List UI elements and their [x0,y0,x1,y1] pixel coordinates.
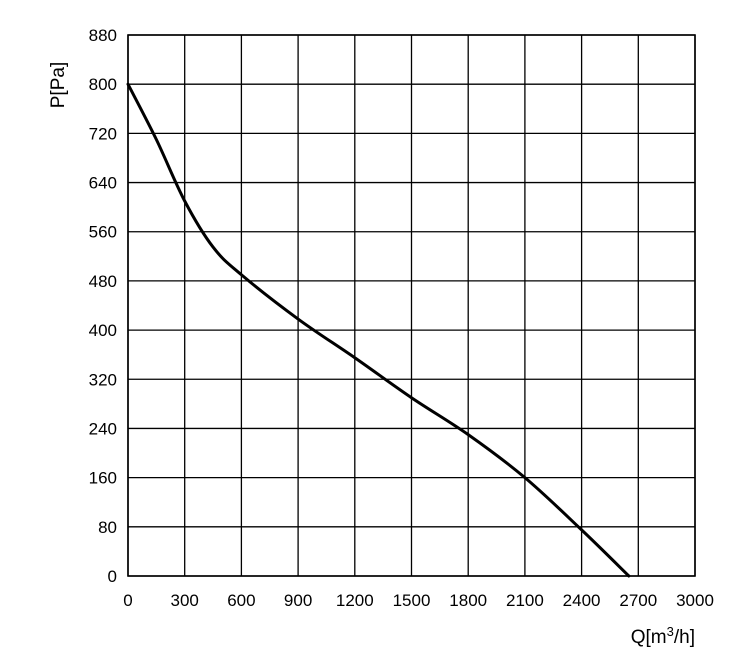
x-axis-label: Q[m3/h] [631,624,695,648]
y-tick-label: 80 [98,518,117,537]
plot-area-frame [127,34,696,577]
y-tick-label: 320 [89,370,117,389]
series-line-0 [126,82,631,578]
y-tick-label: 560 [89,223,117,242]
y-tick-label: 0 [108,567,117,586]
x-tick-label: 3000 [676,591,714,610]
y-tick-label: 400 [89,321,117,340]
x-tick-label: 2700 [619,591,657,610]
y-tick-label: 480 [89,272,117,291]
y-tick-labels: 0 80 160 240 320 400 480 560 640 720 800 880 [89,26,117,586]
x-tick-label: 1800 [449,591,487,610]
y-axis-label: P[Pa] [48,62,69,108]
y-tick-label: 160 [89,469,117,488]
x-tick-label: 2100 [506,591,544,610]
x-tick-label: 600 [227,591,255,610]
y-tick-label: 880 [89,26,117,45]
series [126,82,631,578]
y-tick-label: 720 [89,124,117,143]
y-tick-label: 240 [89,419,117,438]
x-tick-label: 0 [123,591,132,610]
x-tick-labels: 0 300 600 900 1200 1500 1800 2100 2400 2700 3000 [123,591,714,610]
x-tick-label: 900 [284,591,312,610]
y-tick-label: 640 [89,174,117,193]
x-tick-label: 300 [171,591,199,610]
x-tick-label: 1200 [336,591,374,610]
grid [127,34,696,577]
x-tick-label: 2400 [563,591,601,610]
x-tick-label: 1500 [393,591,431,610]
y-tick-label: 800 [89,75,117,94]
